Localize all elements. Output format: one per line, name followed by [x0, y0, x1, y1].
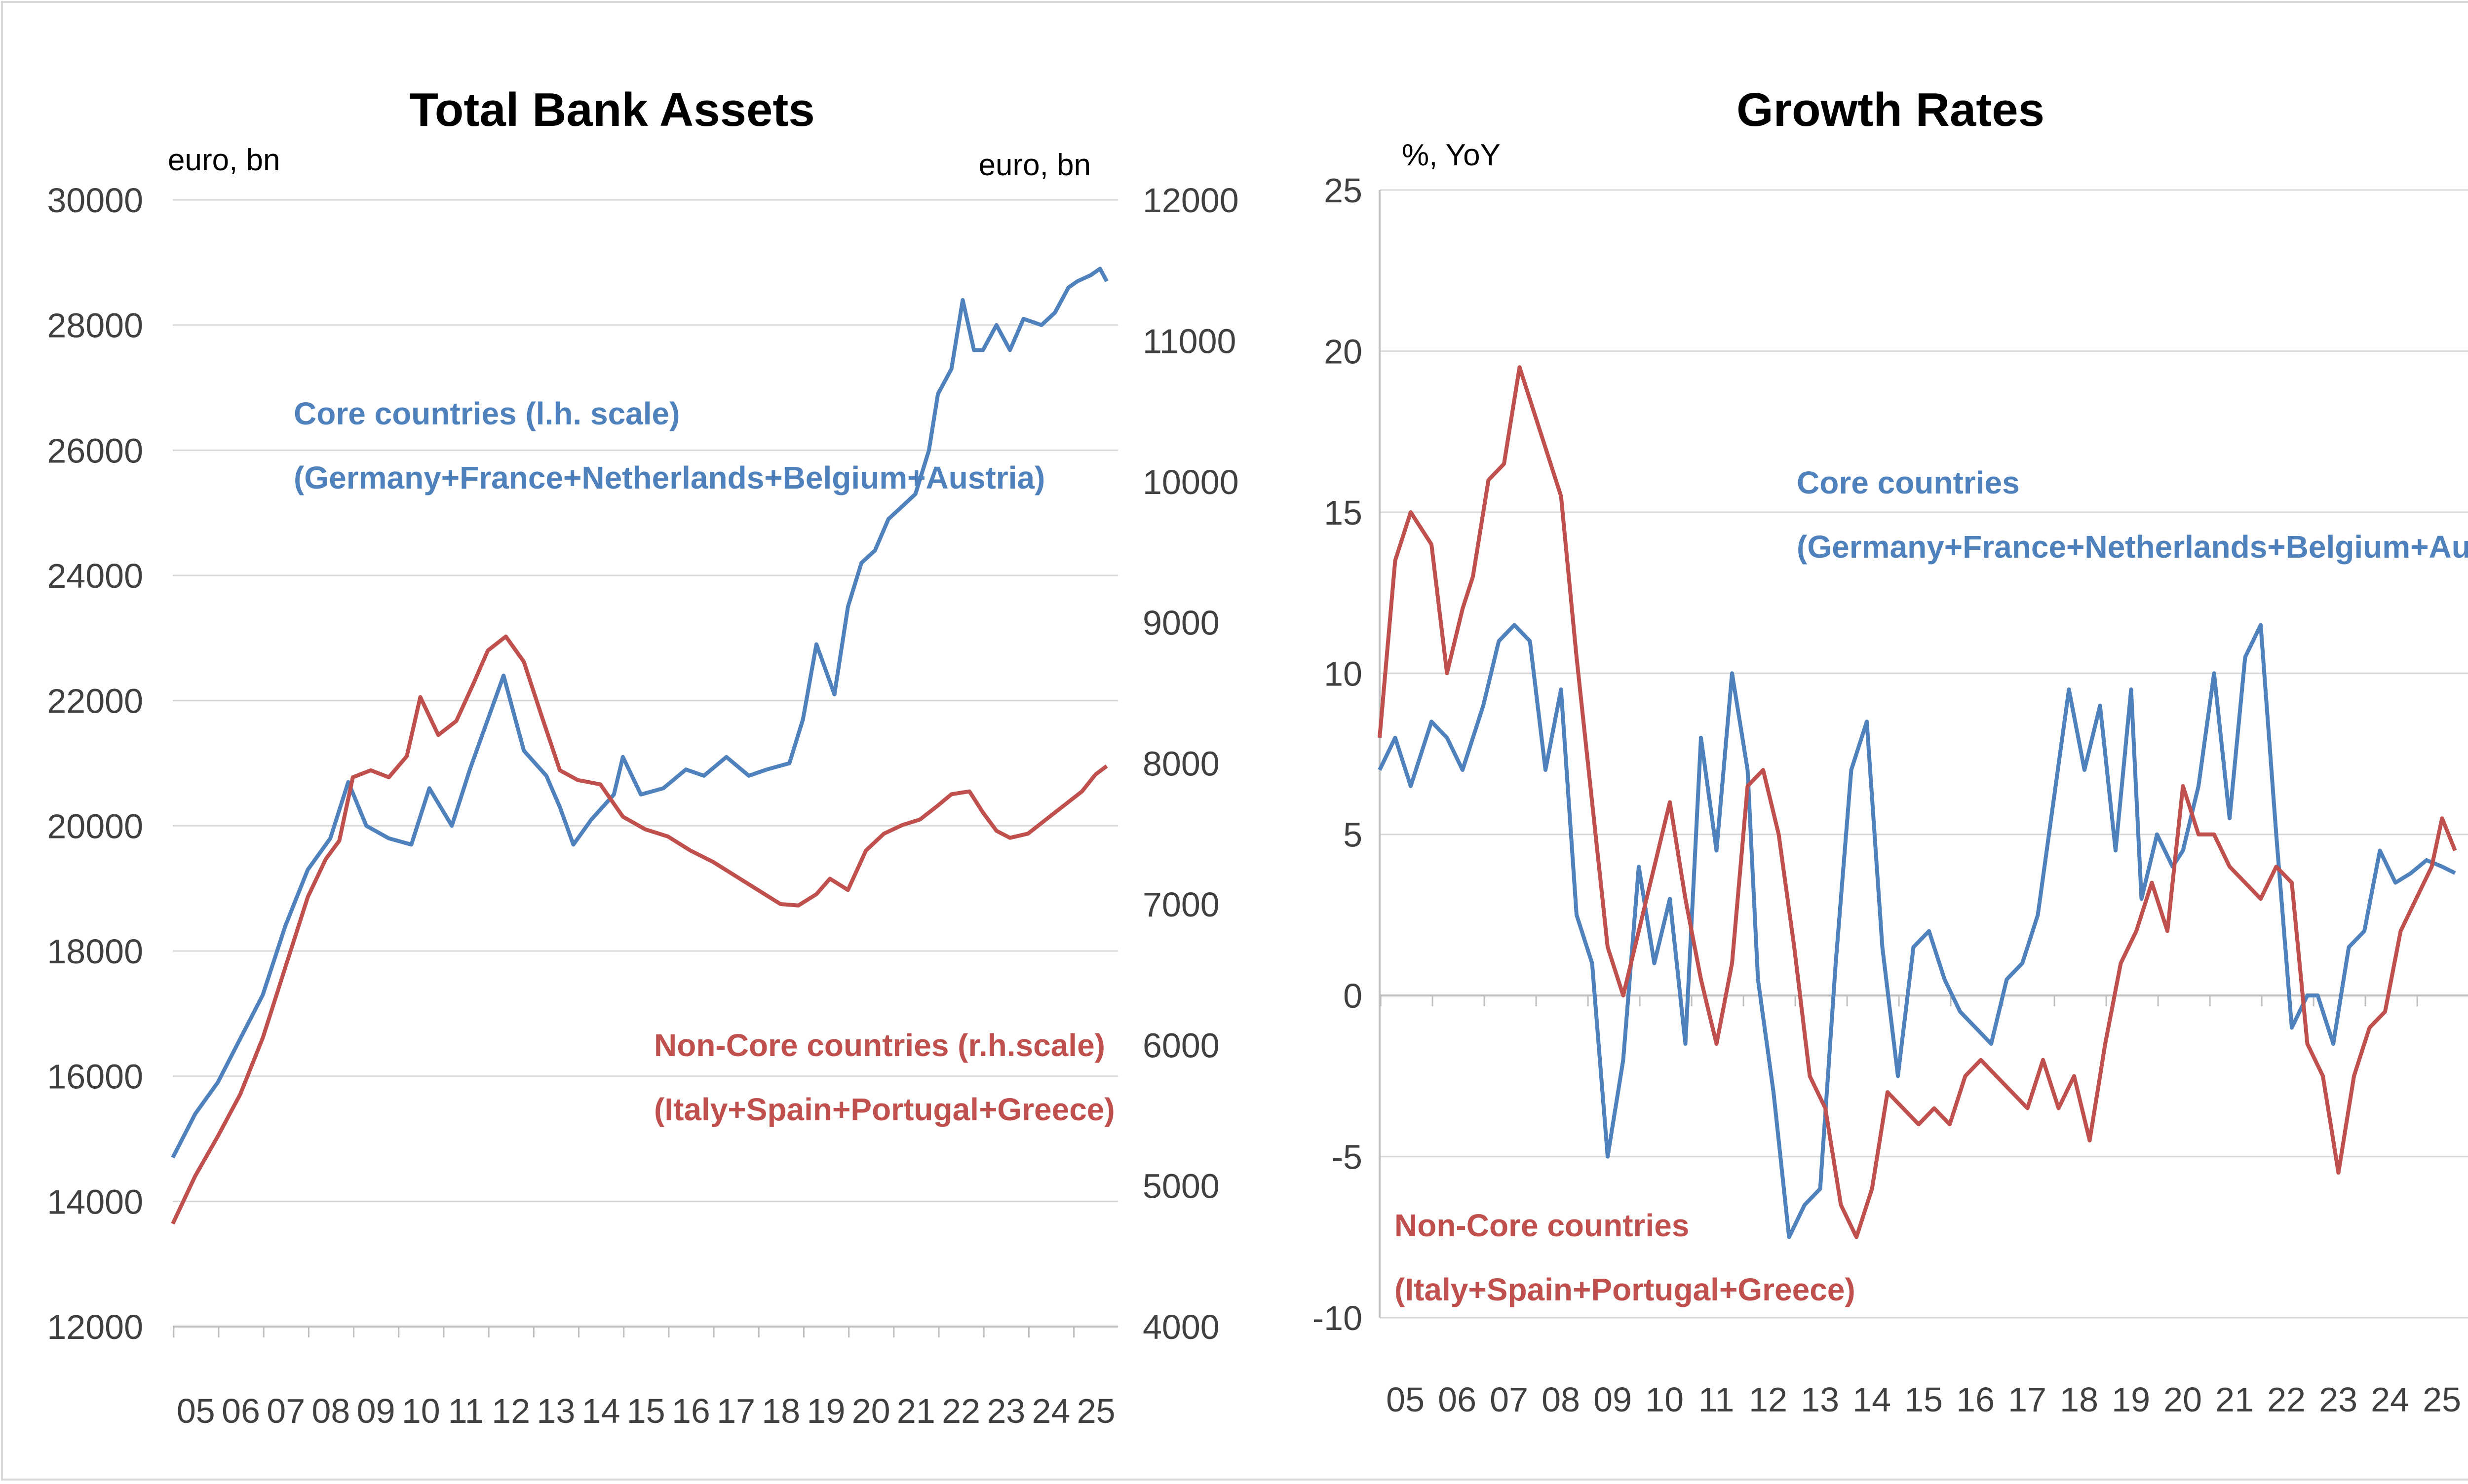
- x-tick-label: 07: [267, 1392, 305, 1430]
- left-y-axis-ticks: 30000 28000 26000 24000 22000 20000 18000 16000…: [47, 181, 143, 1346]
- right-y-axis-ticks: 12000 11000 10000 9000 8000 7000 6000 5000 4000: [1143, 181, 1239, 1346]
- x-tick-label: 23: [987, 1392, 1025, 1430]
- y-tick-label: 30000: [47, 181, 143, 220]
- x-tick-label: 14: [582, 1392, 620, 1430]
- y-tick-label: 28000: [47, 306, 143, 345]
- left-axis-unit: %, YoY: [1402, 138, 1501, 172]
- x-tick-label: 22: [2267, 1380, 2306, 1419]
- y-tick-label: 0: [1343, 977, 1362, 1015]
- x-tick-label: 11: [448, 1392, 484, 1430]
- y-tick-label-right: 11000: [1143, 322, 1236, 360]
- x-tick-label: 23: [2319, 1380, 2357, 1419]
- x-tick-label: 10: [1645, 1380, 1684, 1419]
- y-tick-label: 12000: [47, 1308, 143, 1346]
- x-tick-label: 10: [402, 1392, 440, 1430]
- non-core-annotation-line1: Non-Core countries (r.h.scale): [654, 1027, 1105, 1063]
- left-axis-unit: euro, bn: [168, 143, 280, 177]
- y-tick-label: 22000: [47, 682, 143, 721]
- x-tick-label: 16: [672, 1392, 710, 1430]
- y-tick-label: 15: [1324, 494, 1362, 532]
- x-tick-label: 11: [1698, 1380, 1735, 1419]
- x-tick-label: 21: [897, 1392, 935, 1430]
- growth-rates-chart: Growth Rates %, YoY 25 20 15 10 5 0 -5 -10 05 06…: [1312, 83, 2468, 1419]
- core-annotation-line1: Core countries: [1797, 465, 2020, 500]
- core-annotation-line2: (Germany+France+Netherlands+Belgium+Aust…: [1797, 529, 2468, 565]
- y-tick-label: 16000: [47, 1058, 143, 1096]
- non-core-annotation-line2: (Italy+Spain+Portugal+Greece): [654, 1092, 1115, 1127]
- y-tick-label: 25: [1324, 171, 1362, 210]
- x-tick-label: 22: [942, 1392, 980, 1430]
- y-tick-label-right: 5000: [1143, 1167, 1220, 1206]
- x-tick-label: 05: [177, 1392, 215, 1430]
- y-tick-label: 20: [1324, 332, 1362, 371]
- x-tick-label: 18: [762, 1392, 800, 1430]
- x-tick-label: 24: [2371, 1380, 2409, 1419]
- x-tick-label: 06: [222, 1392, 260, 1430]
- y-tick-label: -5: [1332, 1138, 1362, 1177]
- chart-title: Total Bank Assets: [409, 83, 815, 136]
- non-core-countries-line: [171, 634, 1108, 1225]
- x-tick-label: 06: [1438, 1380, 1476, 1419]
- x-tick-label: 20: [852, 1392, 890, 1430]
- y-tick-label-right: 12000: [1143, 181, 1239, 220]
- y-tick-label-right: 9000: [1143, 604, 1220, 642]
- x-tick-label: 15: [627, 1392, 665, 1430]
- x-tick-label: 12: [1749, 1380, 1787, 1419]
- y-tick-label: 14000: [47, 1182, 143, 1221]
- x-tick-label: 19: [2112, 1380, 2150, 1419]
- x-axis-ticks: 05 06 07 08 09 10 11 12 13 14 15 16 17 18 19 20 21 22 23 24…: [173, 1327, 1116, 1430]
- y-tick-label-right: 10000: [1143, 463, 1239, 501]
- total-bank-assets-chart: Total Bank Assets euro, bn euro, bn 3000…: [47, 83, 1238, 1430]
- x-axis-ticks: 05 06 07 08 09 10 11 12 13 14 15 16 17 18 19 20 21 22 23 24…: [1380, 995, 2461, 1419]
- right-axis-unit: euro, bn: [978, 148, 1091, 182]
- y-tick-label-right: 7000: [1143, 885, 1220, 924]
- non-core-annotation-line2: (Italy+Spain+Portugal+Greece): [1394, 1272, 1855, 1307]
- y-tick-label: 26000: [47, 431, 143, 470]
- x-tick-label: 17: [2008, 1380, 2046, 1419]
- x-tick-label: 08: [311, 1392, 350, 1430]
- y-tick-label: -10: [1312, 1299, 1362, 1337]
- x-tick-label: 15: [1904, 1380, 1943, 1419]
- core-countries-line: [171, 266, 1109, 1159]
- x-tick-label: 21: [2215, 1380, 2254, 1419]
- x-tick-label: 08: [1542, 1380, 1580, 1419]
- core-countries-line: [1378, 623, 2456, 1239]
- y-tick-label-right: 8000: [1143, 745, 1220, 783]
- x-tick-label: 16: [1956, 1380, 1995, 1419]
- core-annotation-line1: Core countries (l.h. scale): [294, 396, 680, 431]
- x-tick-label: 24: [1032, 1392, 1071, 1430]
- y-tick-label: 18000: [47, 932, 143, 971]
- x-tick-label: 14: [1852, 1380, 1891, 1419]
- x-tick-label: 09: [357, 1392, 395, 1430]
- y-axis-ticks: 25 20 15 10 5 0 -5 -10: [1312, 171, 1362, 1337]
- core-annotation-line2: (Germany+France+Netherlands+Belgium+Aust…: [294, 460, 1045, 495]
- y-tick-label: 5: [1343, 816, 1362, 854]
- x-tick-label: 07: [1490, 1380, 1528, 1419]
- x-tick-label: 13: [1801, 1380, 1839, 1419]
- x-tick-label: 12: [492, 1392, 530, 1430]
- x-tick-label: 05: [1386, 1380, 1425, 1419]
- x-tick-label: 25: [1077, 1392, 1116, 1430]
- y-tick-label: 20000: [47, 807, 143, 845]
- x-tick-label: 18: [2060, 1380, 2098, 1419]
- x-tick-label: 25: [2423, 1380, 2461, 1419]
- chart-title: Growth Rates: [1736, 83, 2044, 136]
- y-tick-label: 10: [1324, 654, 1362, 693]
- x-tick-label: 13: [537, 1392, 575, 1430]
- non-core-annotation-line1: Non-Core countries: [1394, 1208, 1689, 1243]
- y-tick-label-right: 4000: [1143, 1308, 1220, 1346]
- y-tick-label: 24000: [47, 557, 143, 595]
- y-tick-label-right: 6000: [1143, 1026, 1220, 1065]
- x-tick-label: 20: [2163, 1380, 2202, 1419]
- x-tick-label: 17: [717, 1392, 755, 1430]
- x-tick-label: 09: [1593, 1380, 1632, 1419]
- non-core-countries-line: [1378, 365, 2457, 1239]
- x-tick-label: 19: [807, 1392, 846, 1430]
